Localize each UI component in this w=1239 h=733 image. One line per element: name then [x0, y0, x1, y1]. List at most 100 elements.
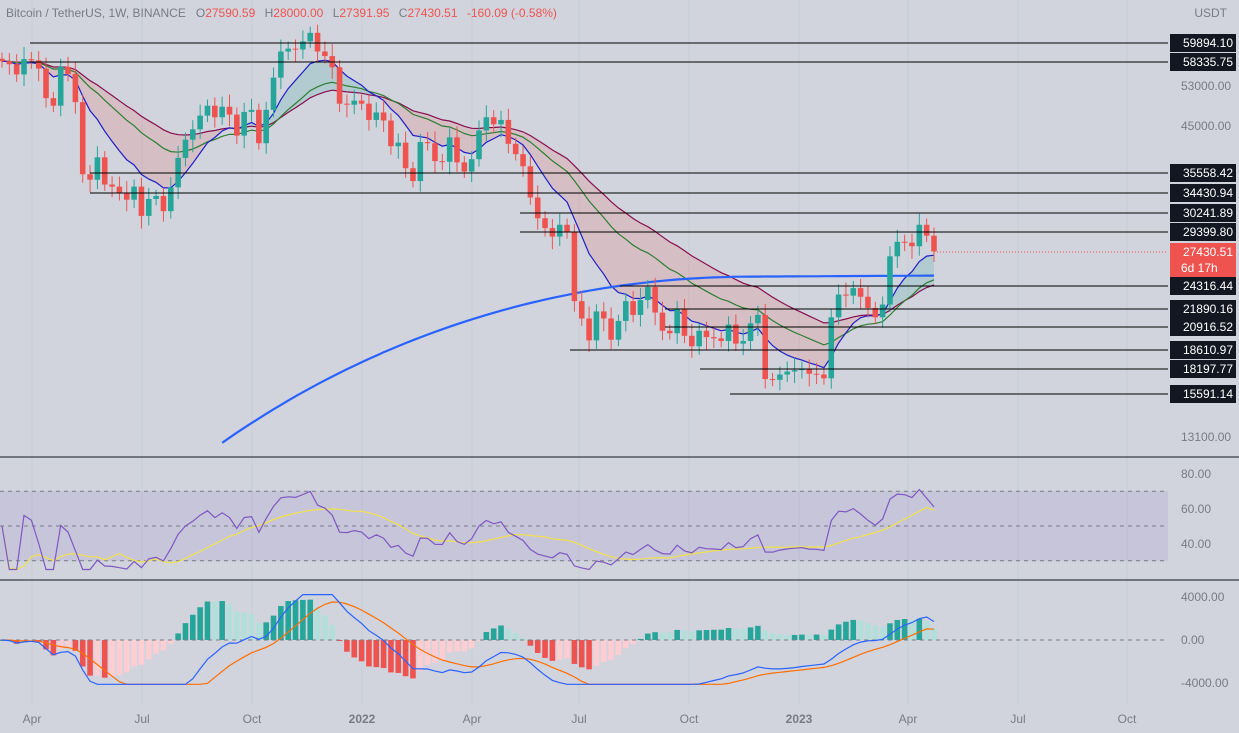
macd-histogram-bar	[850, 619, 857, 640]
macd-histogram-bar	[806, 634, 813, 640]
candle	[190, 120, 196, 153]
candle-body	[28, 59, 35, 61]
candle	[439, 153, 446, 171]
ma200-path	[221, 274, 934, 444]
rsi-pane[interactable]: 80.00 60.00 40.00	[0, 467, 1211, 571]
candle-body	[916, 224, 923, 247]
macd-histogram-bar	[190, 614, 196, 640]
macd-histogram-bar	[556, 640, 563, 660]
macd-histogram-bar	[43, 640, 49, 650]
level-18197.77: 18197.77	[700, 360, 1236, 378]
low-label: L	[332, 6, 340, 20]
candle-body	[931, 235, 937, 252]
candle-body	[747, 323, 754, 341]
macd-histogram-bar	[138, 640, 145, 665]
macd-histogram-bar	[182, 623, 189, 640]
time-tick: Jul	[571, 712, 586, 726]
candle	[556, 213, 563, 247]
candle-body	[645, 287, 651, 301]
candle	[916, 213, 923, 256]
macd-histogram-bar	[909, 619, 915, 640]
rsi-tick: 80.00	[1181, 467, 1211, 481]
macd-histogram-bar	[689, 631, 695, 640]
time-tick: Oct	[243, 712, 262, 726]
candle-body	[13, 64, 20, 75]
time-axis[interactable]: Apr Jul Oct 2022 Apr Jul Oct 2023 Apr Jul Oct	[23, 712, 1137, 726]
candle-body	[424, 142, 431, 144]
candle	[6, 53, 13, 75]
candle-body	[879, 304, 886, 318]
candle	[894, 229, 901, 268]
level-tag	[1170, 300, 1236, 318]
ema-slow-line	[1, 60, 935, 324]
time-tick: Jul	[1010, 712, 1025, 726]
candle-body	[843, 294, 849, 296]
symbol-name[interactable]: Bitcoin / TetherUS, 1W, BINANCE	[6, 6, 186, 20]
macd-histogram-bar	[123, 640, 130, 673]
macd-pane[interactable]: 4000.00 0.00 -4000.00	[0, 590, 1229, 690]
macd-histogram-bar	[285, 601, 291, 640]
macd-histogram-bar	[307, 599, 314, 640]
candle-body	[718, 338, 724, 341]
candle-body	[652, 287, 658, 313]
macd-histogram-bar	[57, 640, 64, 650]
horizontal-levels[interactable]: 59894.10 58335.75 35558.42 34430.94 30241.89…	[30, 34, 1236, 403]
candle-body	[667, 330, 673, 334]
candle	[226, 94, 233, 127]
candle	[410, 162, 416, 188]
candle-body	[542, 218, 548, 229]
candle-body	[160, 196, 167, 212]
candle	[270, 67, 277, 118]
macd-histogram-bar	[769, 633, 776, 640]
candle	[336, 60, 343, 113]
price-axis[interactable]: 53000.00 45000.00 13100.00	[1181, 79, 1231, 444]
macd-histogram-bar	[821, 634, 827, 640]
candle-body	[402, 142, 409, 169]
candles[interactable]	[0, 24, 937, 391]
macd-histogram-bar	[527, 640, 534, 646]
candle-body	[116, 186, 123, 194]
candle	[879, 296, 886, 328]
price-pane-grid	[31, 0, 1128, 705]
level-label: 58335.75	[1183, 55, 1233, 69]
macd-histogram-bar	[175, 633, 181, 640]
candle-body	[887, 256, 893, 305]
candle	[454, 126, 460, 172]
last-price-label: 27430.51	[1183, 245, 1233, 259]
candle-body	[57, 66, 64, 106]
candle-body	[923, 224, 930, 236]
macd-histogram-bar	[747, 627, 754, 640]
candle-body	[439, 161, 446, 163]
candle	[674, 300, 680, 344]
macd-histogram-bar	[835, 624, 842, 640]
macd-histogram-bar	[857, 620, 864, 640]
candle	[145, 187, 152, 226]
candle-body	[828, 317, 835, 379]
macd-histogram-bar	[571, 640, 578, 664]
candle	[263, 101, 269, 154]
time-tick: Apr	[899, 712, 918, 726]
candle-body	[50, 98, 57, 106]
candle-body	[468, 159, 475, 172]
candle	[446, 128, 453, 175]
macd-histogram-bar	[366, 640, 372, 667]
candle	[498, 110, 504, 137]
candle	[138, 177, 145, 229]
macd-histogram-bar	[278, 606, 284, 640]
rsi-line	[1, 488, 935, 571]
candle-body	[865, 296, 871, 308]
candle	[828, 309, 835, 389]
candle	[57, 58, 64, 117]
candle	[212, 97, 218, 128]
candle	[505, 108, 512, 154]
candle	[645, 279, 651, 309]
macd-histogram-bar	[395, 640, 402, 673]
candle	[769, 372, 776, 387]
candle	[123, 181, 130, 212]
candle	[72, 61, 79, 114]
candle-body	[6, 61, 13, 65]
candle	[600, 302, 607, 332]
macd-histogram-bar	[718, 629, 724, 640]
candle-body	[145, 198, 152, 216]
